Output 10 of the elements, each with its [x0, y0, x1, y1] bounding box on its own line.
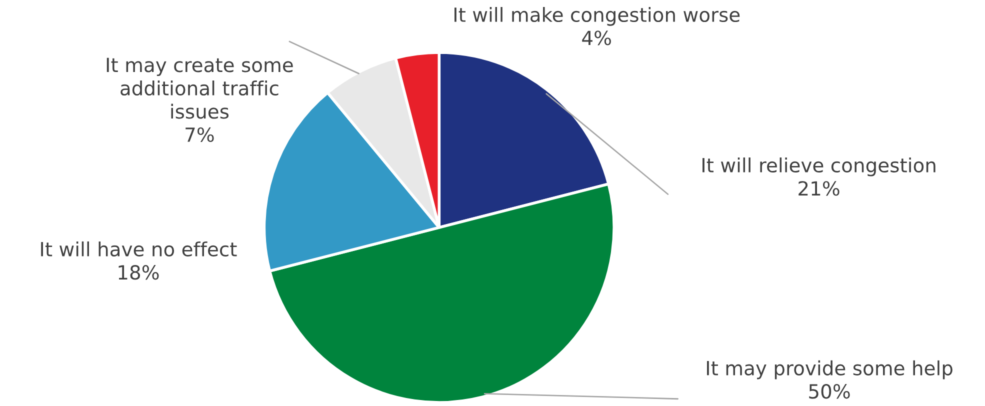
- slice-label: It may provide some help: [706, 360, 952, 380]
- data-label: 50%: [809, 384, 850, 399]
- data-label: 21%: [798, 181, 840, 196]
- slice-label: It will make congestion worse: [454, 7, 740, 26]
- slice-label: It will relieve congestion: [702, 157, 936, 176]
- data-label: 18%: [118, 265, 159, 280]
- data-label: 7%: [186, 127, 214, 142]
- slice-label: It may create some additional traffic issues: [106, 58, 293, 119]
- data-label: 4%: [582, 30, 611, 46]
- slice-label: It will have no effect: [41, 241, 237, 256]
